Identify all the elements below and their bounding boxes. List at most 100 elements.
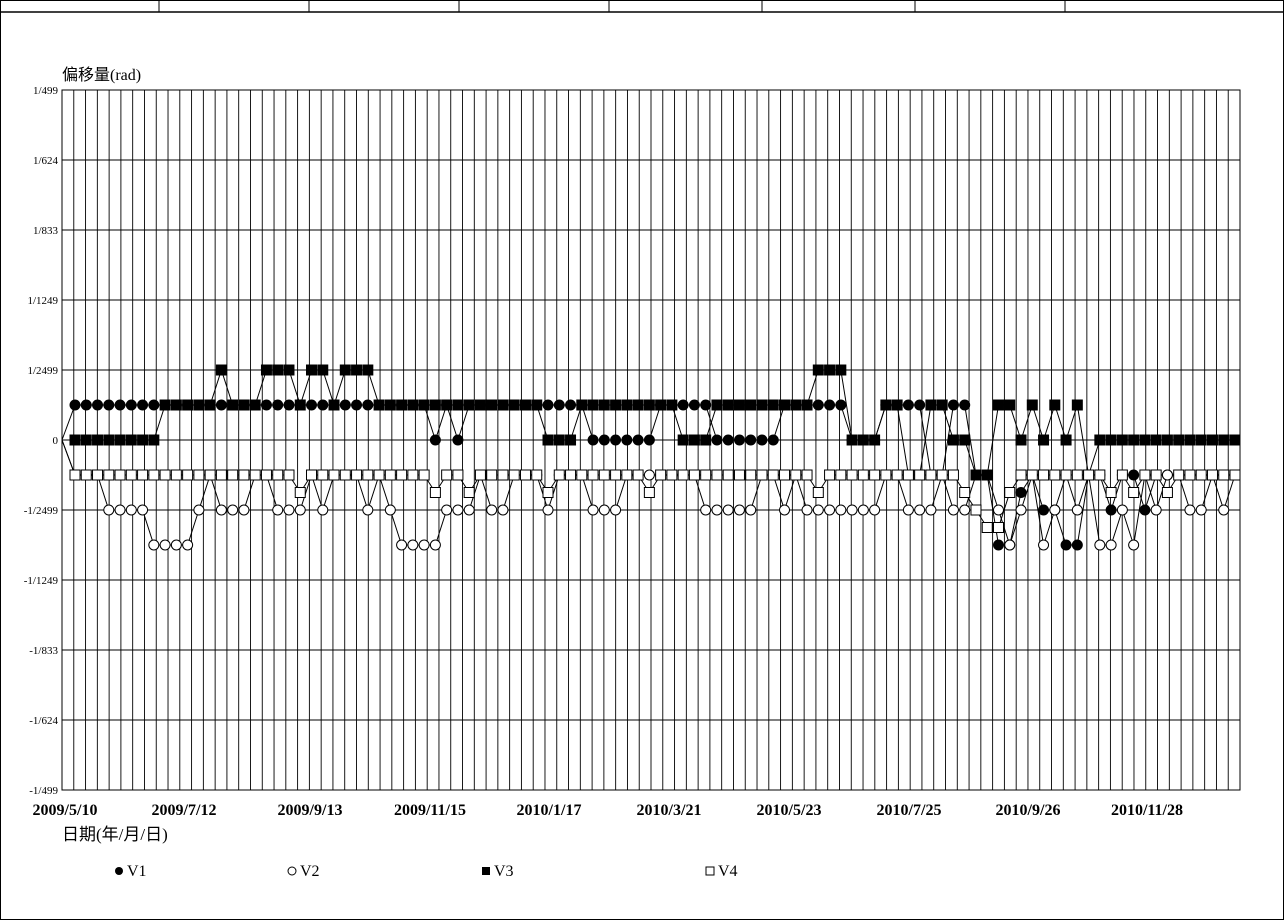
data-point	[553, 469, 565, 481]
data-point	[260, 469, 272, 481]
data-point	[846, 469, 858, 481]
data-point	[531, 399, 543, 411]
data-point	[1004, 399, 1016, 411]
data-point	[1049, 504, 1061, 516]
x-tick-label: 2010/7/25	[877, 802, 942, 819]
y-tick-label: -1/833	[29, 645, 58, 657]
data-point	[1139, 434, 1151, 446]
legend-item-v3: V3	[482, 863, 514, 880]
plot-border	[61, 89, 1241, 791]
data-point	[407, 399, 419, 411]
data-point	[1218, 504, 1230, 516]
data-point	[1038, 504, 1050, 516]
data-point	[1206, 434, 1218, 446]
data-point	[204, 469, 216, 481]
data-point	[756, 399, 768, 411]
data-point	[1116, 504, 1128, 516]
data-point	[632, 399, 644, 411]
data-point	[1161, 434, 1173, 446]
x-tick-label: 2009/5/10	[33, 802, 98, 819]
data-point	[733, 504, 745, 516]
data-point	[959, 399, 971, 411]
data-point	[182, 399, 194, 411]
data-point	[125, 399, 137, 411]
x-tick-label: 2009/11/15	[394, 802, 466, 819]
data-point	[306, 364, 318, 376]
data-point	[779, 399, 791, 411]
data-point	[238, 504, 250, 516]
y-tick-label: -1/499	[29, 785, 58, 797]
data-point	[846, 434, 858, 446]
data-point	[474, 399, 486, 411]
data-point	[711, 469, 723, 481]
data-point	[643, 434, 655, 446]
series-line	[61, 439, 1235, 528]
data-point	[1105, 504, 1117, 516]
data-point	[384, 469, 396, 481]
data-point	[553, 434, 565, 446]
y-tick-label: 1/499	[33, 85, 59, 97]
data-point	[914, 504, 926, 516]
data-point	[463, 504, 475, 516]
data-point	[238, 469, 250, 481]
data-point	[835, 504, 847, 516]
data-point	[1071, 504, 1083, 516]
data-point	[1218, 469, 1230, 481]
data-point	[418, 539, 430, 551]
data-point	[587, 504, 599, 516]
data-point	[283, 504, 295, 516]
data-point	[711, 504, 723, 516]
y-axis-title: 偏移量(rad)	[62, 66, 141, 84]
data-point	[429, 487, 441, 498]
data-point	[880, 469, 892, 481]
data-point	[486, 504, 498, 516]
data-point	[317, 469, 329, 481]
data-point	[339, 469, 351, 481]
data-point	[519, 469, 531, 481]
data-point	[407, 539, 419, 551]
data-point	[114, 399, 126, 411]
data-point	[170, 399, 182, 411]
data-point	[891, 399, 903, 411]
data-point	[722, 434, 734, 446]
data-point	[418, 469, 430, 481]
data-point	[947, 469, 959, 481]
data-point	[677, 469, 689, 481]
data-point	[801, 504, 813, 516]
data-point	[857, 469, 869, 481]
data-point	[193, 504, 205, 516]
data-point	[1128, 539, 1140, 551]
legend-label: V2	[300, 863, 320, 880]
data-point	[497, 399, 509, 411]
data-point	[1184, 469, 1196, 481]
data-point	[351, 364, 363, 376]
data-point	[1094, 539, 1106, 551]
data-point	[936, 399, 948, 411]
data-point	[1139, 469, 1151, 481]
data-point	[227, 469, 239, 481]
data-point	[249, 399, 261, 411]
data-point	[598, 504, 610, 516]
data-point	[587, 469, 599, 481]
data-point	[700, 504, 712, 516]
data-point	[925, 469, 937, 481]
data-point	[227, 399, 239, 411]
data-point	[182, 539, 194, 551]
data-point	[835, 364, 847, 376]
data-point	[328, 399, 340, 411]
data-point	[317, 399, 329, 411]
data-point	[824, 399, 836, 411]
y-tick-label: 1/624	[33, 155, 59, 167]
data-point	[722, 399, 734, 411]
data-point	[914, 399, 926, 411]
series-v4	[61, 439, 1241, 533]
data-point	[474, 469, 486, 481]
data-point	[215, 399, 227, 411]
data-point	[677, 399, 689, 411]
data-point	[283, 469, 295, 481]
data-point	[947, 504, 959, 516]
data-point	[339, 364, 351, 376]
data-point	[565, 399, 577, 411]
data-point	[1229, 434, 1241, 446]
data-point	[767, 469, 779, 481]
